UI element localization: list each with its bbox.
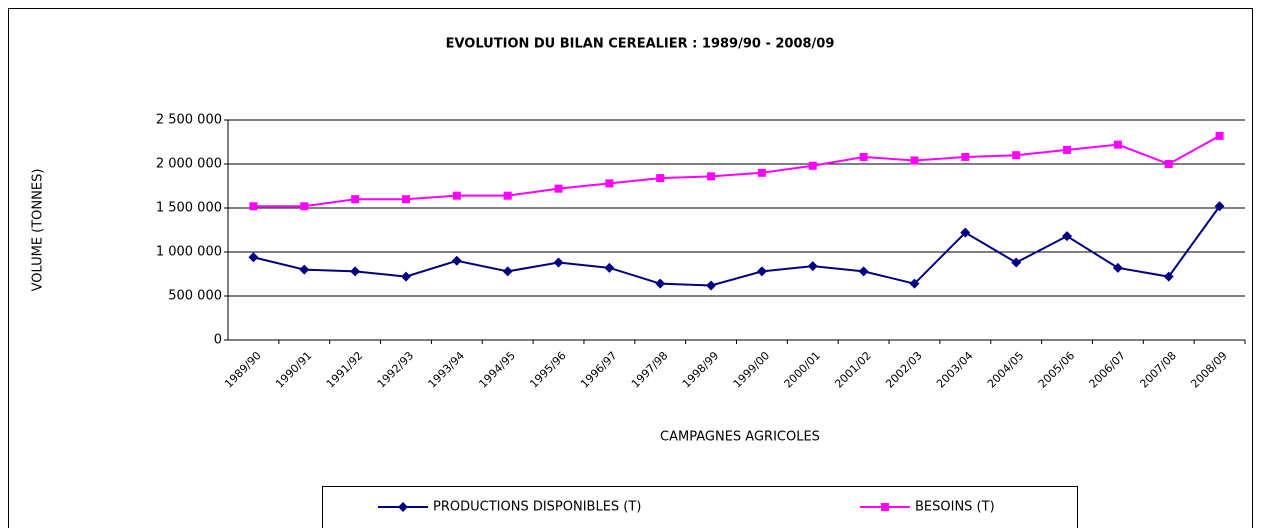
data-point (1062, 231, 1073, 242)
data-point (910, 156, 919, 165)
legend-marker (398, 502, 408, 512)
data-point (553, 257, 564, 268)
data-point (1214, 201, 1225, 212)
y-tick-label: 1 000 000 (156, 245, 222, 260)
data-point (604, 262, 615, 273)
data-point (1063, 145, 1072, 154)
data-point (300, 202, 309, 211)
data-point (757, 168, 766, 177)
y-axis-title: VOLUME (TONNES) (31, 169, 46, 292)
data-point (909, 278, 920, 289)
data-point (960, 227, 971, 238)
data-point (350, 266, 361, 277)
data-point (605, 179, 614, 188)
data-point (400, 271, 411, 282)
data-point (503, 191, 512, 200)
series-line (253, 134, 1221, 208)
y-tick-label: 0 (214, 333, 222, 348)
data-point (655, 278, 666, 289)
data-point (1163, 271, 1174, 282)
data-point (961, 152, 970, 161)
data-point (502, 266, 513, 277)
y-tick-label: 2 500 000 (156, 113, 222, 128)
data-point (858, 266, 869, 277)
data-point (249, 202, 258, 211)
data-point (451, 255, 462, 266)
data-point (1113, 140, 1122, 149)
legend (322, 486, 1078, 528)
data-point (1011, 257, 1022, 268)
data-point (707, 172, 716, 181)
data-point (1012, 151, 1021, 160)
x-axis-title: CAMPAGNES AGRICOLES (660, 430, 820, 445)
legend-marker (881, 503, 889, 511)
data-point (656, 174, 665, 183)
series-line (253, 205, 1221, 287)
legend-label: PRODUCTIONS DISPONIBLES (T) (433, 500, 641, 515)
chart-title: EVOLUTION DU BILAN CEREALIER : 1989/90 -… (446, 37, 835, 52)
data-point (756, 266, 767, 277)
data-point (299, 264, 310, 275)
data-point (248, 252, 259, 263)
y-tick-label: 2 000 000 (156, 157, 222, 172)
data-point (706, 280, 717, 291)
legend-label: BESOINS (T) (915, 500, 995, 515)
y-tick-label: 1 500 000 (156, 201, 222, 216)
data-point (1164, 160, 1173, 168)
data-point (1215, 131, 1224, 140)
data-point (554, 184, 563, 193)
chart-border (8, 8, 1253, 528)
data-point (351, 195, 360, 204)
data-point (807, 261, 818, 272)
data-point (452, 191, 461, 200)
data-point (808, 161, 817, 170)
y-tick-label: 500 000 (168, 289, 222, 304)
data-point (1112, 262, 1123, 273)
data-point (401, 195, 410, 204)
data-point (859, 152, 868, 161)
